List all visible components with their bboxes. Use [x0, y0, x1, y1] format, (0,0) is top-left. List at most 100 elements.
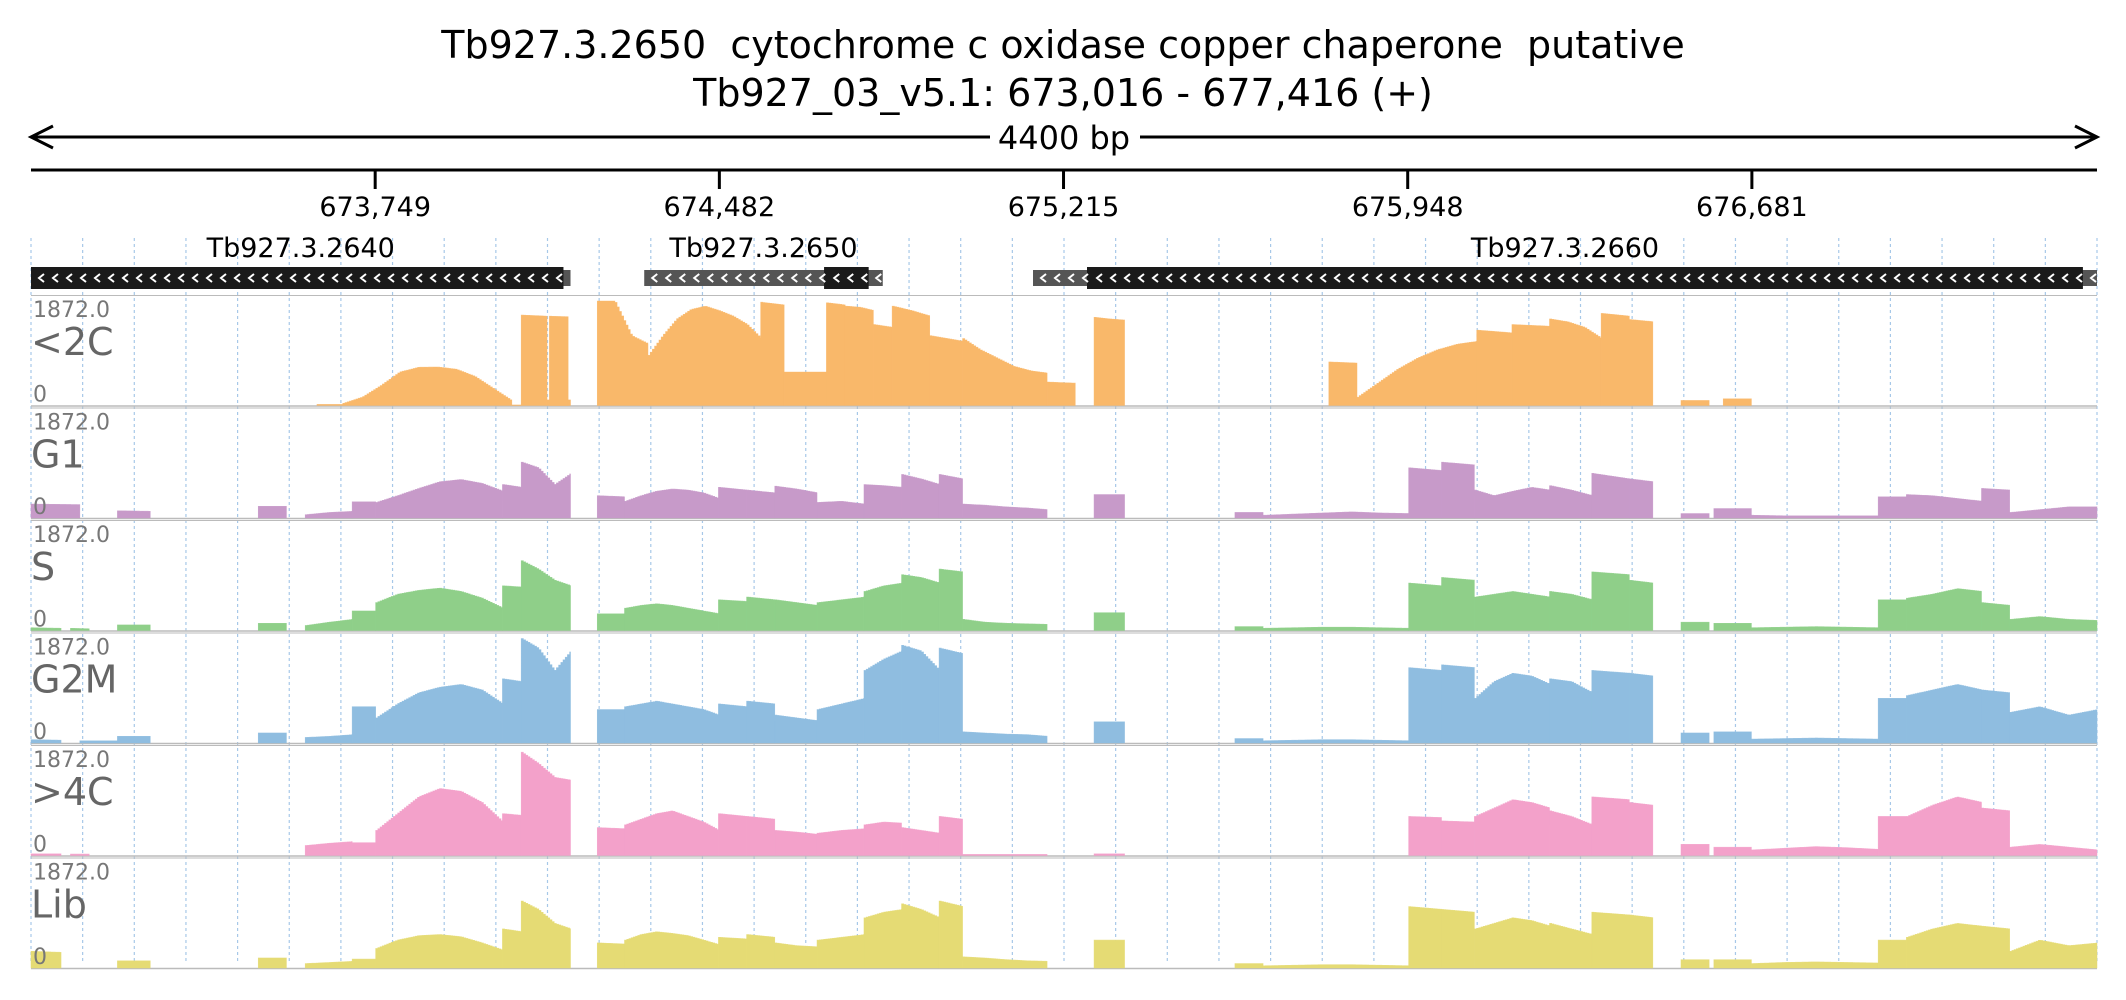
gene-label: Tb927.3.2650 — [668, 233, 857, 264]
coverage-block — [1408, 582, 1442, 631]
coverage-block — [520, 461, 571, 519]
coverage-block — [774, 485, 818, 519]
track: 1872.0 0 >4C — [30, 745, 2098, 858]
coverage-block — [1629, 319, 1654, 406]
y-min-label: 0 — [33, 945, 47, 970]
coverage-block — [816, 596, 865, 631]
coverage-block — [863, 484, 902, 519]
coverage-block — [1328, 361, 1358, 406]
coverage-block — [1549, 485, 1593, 519]
coverage-block — [1549, 318, 1602, 406]
gene-strand-chevrons — [37, 273, 563, 283]
coverage-block — [304, 619, 353, 631]
coverage-block — [257, 505, 287, 519]
coverage-block — [1093, 317, 1125, 406]
coverage-block — [1877, 816, 1907, 856]
coverage-block — [304, 841, 353, 856]
coverage-area — [316, 300, 1752, 406]
coverage-block — [901, 474, 940, 519]
track: 1872.0 0 G1 — [30, 407, 2098, 520]
coverage-block — [520, 900, 571, 969]
coverage-block — [746, 596, 776, 631]
coverage-block — [1408, 906, 1442, 969]
coverage-block — [1680, 732, 1710, 744]
coverage-block — [2009, 506, 2098, 519]
coverage-block — [304, 734, 353, 744]
coverage-block — [760, 301, 785, 406]
coverage-block — [1549, 923, 1593, 969]
coverage-block — [257, 622, 287, 631]
coverage-block — [342, 366, 513, 406]
coverage-block — [816, 934, 865, 969]
coverage-area — [30, 560, 2098, 631]
coverage-block — [624, 488, 719, 519]
gene-label: Tb927.3.2660 — [1470, 233, 1659, 264]
y-max-label: 1872.0 — [33, 523, 110, 548]
coverage-block — [1629, 579, 1654, 631]
coverage-block — [30, 503, 81, 519]
coverage-block — [938, 568, 963, 631]
track-name: S — [31, 545, 55, 589]
gene-label: Tb927.3.2640 — [206, 233, 395, 264]
coverage-block — [304, 961, 353, 969]
coverage-block — [1474, 487, 1550, 519]
y-max-label: 1872.0 — [33, 861, 110, 886]
coverage-block — [863, 650, 902, 744]
coverage-block — [1981, 925, 2010, 969]
coverage-block — [1093, 612, 1125, 631]
coverage-block — [1680, 400, 1710, 406]
coverage-block — [826, 302, 846, 406]
track: 1872.0 0 Lib — [30, 857, 2098, 970]
coverage-block — [1262, 739, 1409, 744]
track-name: <2C — [31, 320, 114, 364]
coverage-block — [596, 942, 625, 969]
coverage-block — [1713, 846, 1752, 856]
coverage-block — [1680, 959, 1710, 969]
coverage-block — [718, 813, 747, 856]
coverage-block — [1981, 689, 2010, 744]
coverage-block — [816, 501, 865, 519]
coverage-block — [1093, 853, 1125, 856]
coverage-block — [117, 510, 151, 519]
y-max-label: 1872.0 — [33, 748, 110, 773]
coverage-block — [718, 703, 747, 744]
coverage-block — [304, 511, 353, 519]
coverage-block — [1877, 939, 1907, 969]
coverage-block — [30, 739, 62, 744]
coverage-block — [596, 709, 625, 744]
coverage-block — [746, 934, 776, 969]
coverage-block — [938, 816, 963, 856]
coverage-block — [30, 950, 62, 969]
x-tick-label: 675,215 — [1008, 192, 1120, 223]
track-name: G1 — [31, 433, 85, 477]
coverage-block — [2009, 706, 2098, 744]
coverage-block — [863, 582, 902, 631]
coverage-block — [1234, 963, 1264, 969]
coverage-block — [520, 314, 548, 406]
coverage-block — [1549, 591, 1593, 631]
coverage-block — [783, 371, 827, 406]
coverage-block — [816, 698, 865, 744]
coverage-block — [1751, 514, 1879, 519]
coverage-block — [596, 495, 625, 519]
coverage-block — [901, 827, 940, 856]
coverage-block — [1906, 923, 1982, 969]
coverage-block — [30, 853, 62, 856]
x-tick-label: 676,681 — [1696, 192, 1808, 223]
coverage-block — [520, 560, 571, 631]
coverage-block — [502, 813, 522, 856]
coverage-block — [351, 706, 376, 744]
coverage-block — [375, 934, 503, 969]
gene-cds — [1087, 267, 2083, 289]
coverage-block — [1511, 324, 1550, 406]
gene-cds — [31, 267, 564, 289]
coverage-block — [1474, 917, 1550, 969]
coverage-block — [30, 627, 62, 631]
coverage-block — [1262, 511, 1409, 519]
track: 1872.0 0 G2M — [30, 632, 2098, 745]
x-tick-label: 674,482 — [664, 192, 776, 223]
coverage-block — [816, 828, 865, 856]
y-min-label: 0 — [33, 383, 47, 408]
coverage-block — [624, 810, 719, 856]
y-min-label: 0 — [33, 720, 47, 745]
